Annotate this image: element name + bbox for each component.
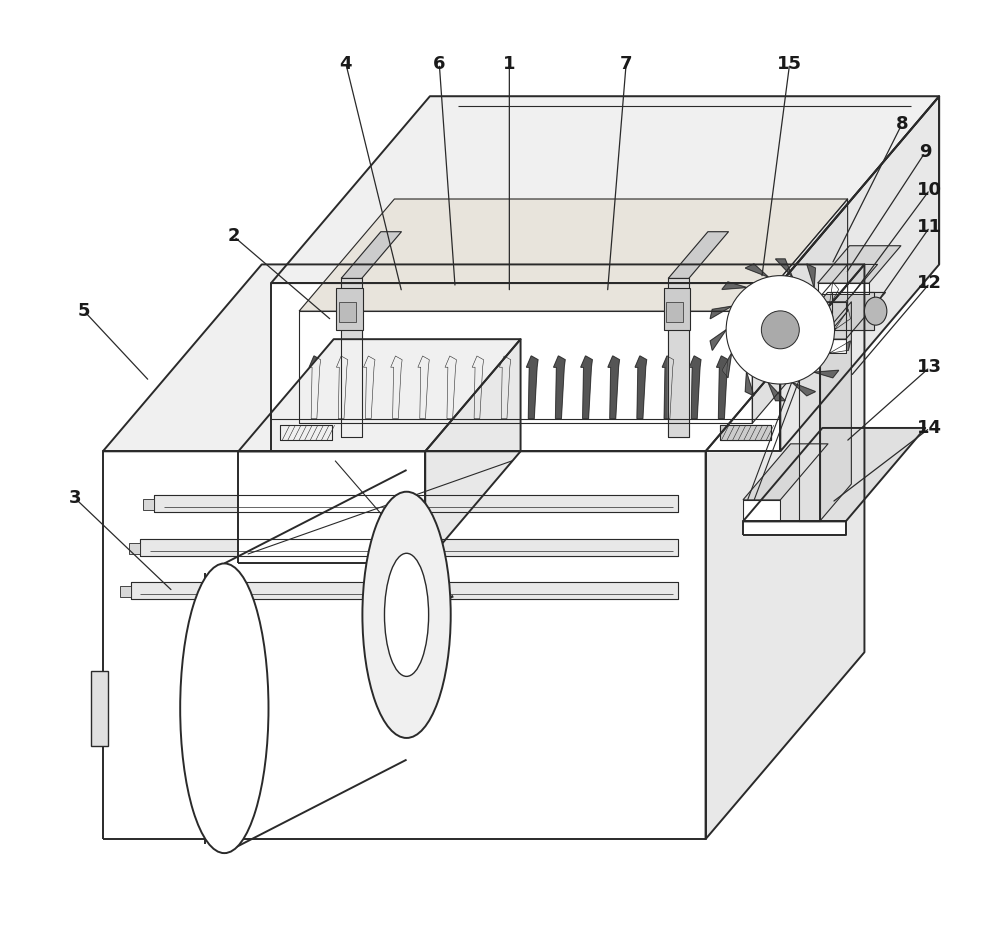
Polygon shape: [743, 500, 780, 522]
Polygon shape: [788, 292, 885, 339]
Polygon shape: [668, 232, 728, 278]
Bar: [129, 543, 140, 554]
Polygon shape: [309, 356, 321, 418]
Bar: [664, 288, 690, 330]
Text: 6: 6: [433, 55, 446, 72]
Bar: [91, 671, 108, 745]
Polygon shape: [768, 383, 785, 400]
Bar: [143, 499, 154, 510]
Text: 10: 10: [917, 180, 942, 198]
Circle shape: [761, 311, 799, 349]
Polygon shape: [722, 353, 732, 378]
Text: 9: 9: [919, 143, 931, 162]
Polygon shape: [271, 283, 780, 451]
Text: 11: 11: [917, 218, 942, 236]
Polygon shape: [816, 264, 878, 302]
Text: 12: 12: [917, 274, 942, 292]
Polygon shape: [814, 370, 839, 378]
Polygon shape: [238, 339, 521, 451]
Polygon shape: [832, 292, 874, 330]
Polygon shape: [668, 278, 689, 437]
Polygon shape: [829, 341, 850, 353]
Polygon shape: [131, 582, 678, 599]
Polygon shape: [752, 199, 848, 423]
Polygon shape: [341, 232, 401, 278]
Polygon shape: [818, 283, 869, 294]
Polygon shape: [554, 356, 565, 418]
Polygon shape: [743, 444, 828, 500]
Polygon shape: [391, 356, 402, 418]
Polygon shape: [341, 278, 362, 437]
Polygon shape: [581, 356, 592, 418]
Polygon shape: [807, 264, 815, 288]
Polygon shape: [445, 356, 456, 418]
Ellipse shape: [384, 554, 429, 677]
Bar: [666, 302, 683, 322]
Polygon shape: [792, 383, 815, 396]
Text: 15: 15: [777, 55, 802, 72]
Polygon shape: [689, 356, 701, 418]
Polygon shape: [745, 372, 754, 396]
Polygon shape: [722, 282, 747, 290]
Polygon shape: [720, 425, 771, 440]
Polygon shape: [299, 199, 848, 311]
Polygon shape: [103, 451, 706, 839]
Bar: [339, 302, 356, 322]
Polygon shape: [710, 306, 732, 319]
Text: 5: 5: [78, 302, 90, 321]
Text: 2: 2: [227, 227, 240, 245]
Polygon shape: [280, 425, 332, 440]
Polygon shape: [706, 264, 864, 839]
Polygon shape: [635, 356, 647, 418]
Polygon shape: [425, 339, 521, 563]
Polygon shape: [336, 356, 348, 418]
Polygon shape: [780, 96, 939, 451]
Text: 1: 1: [503, 55, 516, 72]
Polygon shape: [776, 259, 792, 277]
Text: 7: 7: [620, 55, 632, 72]
Polygon shape: [238, 451, 425, 563]
Polygon shape: [299, 311, 752, 423]
Text: 4: 4: [340, 55, 352, 72]
Text: 3: 3: [69, 489, 81, 507]
Polygon shape: [820, 302, 851, 522]
Polygon shape: [662, 356, 674, 418]
Polygon shape: [835, 309, 850, 330]
Ellipse shape: [180, 563, 268, 854]
Polygon shape: [418, 356, 429, 418]
Polygon shape: [743, 428, 925, 522]
Polygon shape: [717, 356, 728, 418]
Polygon shape: [818, 245, 901, 283]
Polygon shape: [103, 264, 864, 451]
Polygon shape: [608, 356, 619, 418]
Polygon shape: [472, 356, 484, 418]
Polygon shape: [271, 96, 939, 283]
Bar: [120, 586, 131, 597]
Circle shape: [726, 275, 835, 384]
Polygon shape: [829, 282, 839, 306]
Polygon shape: [788, 339, 846, 353]
Polygon shape: [710, 330, 726, 351]
Bar: [336, 288, 363, 330]
Text: 14: 14: [917, 419, 942, 437]
Polygon shape: [799, 339, 820, 522]
Text: 8: 8: [895, 116, 908, 133]
Text: 13: 13: [917, 358, 942, 376]
Polygon shape: [154, 495, 678, 512]
Polygon shape: [745, 264, 768, 277]
Polygon shape: [499, 356, 511, 418]
Polygon shape: [140, 540, 678, 556]
Polygon shape: [743, 522, 846, 536]
Ellipse shape: [864, 297, 887, 325]
Polygon shape: [527, 356, 538, 418]
Polygon shape: [816, 302, 846, 339]
Polygon shape: [364, 356, 375, 418]
Ellipse shape: [362, 492, 451, 738]
